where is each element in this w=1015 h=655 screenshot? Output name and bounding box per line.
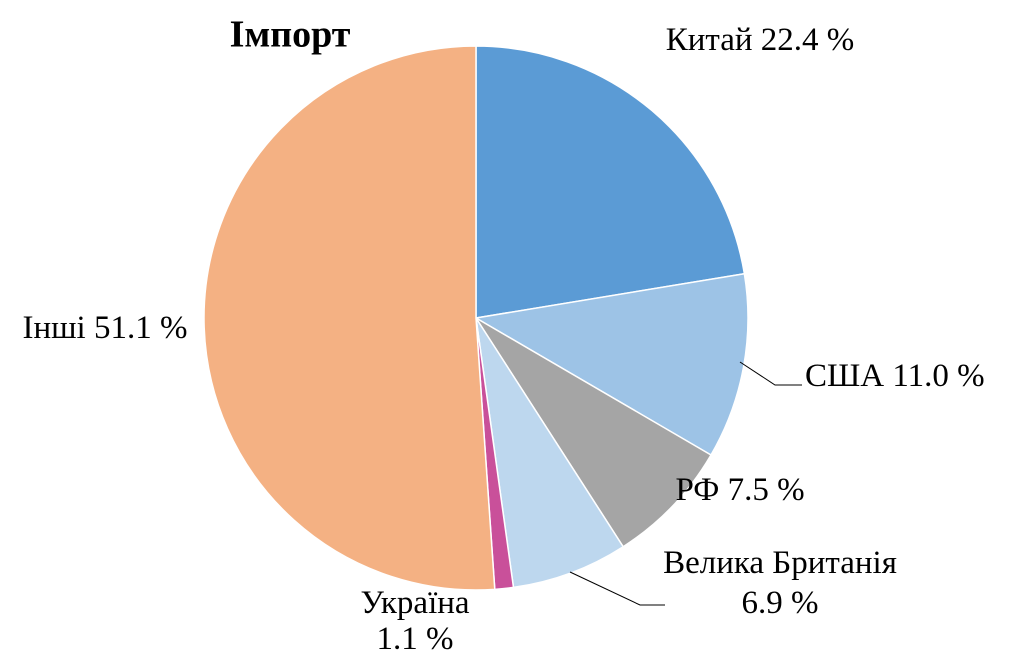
label-value: 11.0 %: [892, 358, 984, 394]
label-category: Китай: [666, 22, 753, 58]
label-category: РФ: [675, 472, 719, 508]
pie-slice: [475, 45, 746, 319]
data-label: США 11.0 %: [805, 358, 985, 394]
data-label: Велика Британія 6.9 %: [663, 545, 897, 621]
data-label: Україна 1.1 %: [360, 585, 469, 655]
chart-title: Імпорт: [230, 14, 351, 56]
label-category: Україна: [360, 585, 469, 621]
label-category: США: [805, 358, 884, 394]
leader-line: [739, 361, 802, 386]
label-value: 51.1 %: [94, 310, 188, 346]
pie-slice: [475, 317, 625, 589]
data-label: РФ 7.5 %: [675, 472, 804, 508]
data-label: Китай 22.4 %: [666, 22, 855, 58]
pie-slice: [475, 317, 713, 548]
label-value: 22.4 %: [761, 22, 855, 58]
label-value: 7.5 %: [728, 472, 805, 508]
data-label: Інші 51.1 %: [23, 310, 188, 346]
pie-slice: [473, 272, 749, 457]
label-category: Інші: [23, 310, 86, 346]
label-value: 1.1 %: [377, 621, 454, 655]
pie: [203, 45, 749, 591]
pie-slice: [203, 45, 496, 591]
label-category: Велика Британія: [663, 545, 897, 581]
leader-line: [569, 571, 665, 606]
label-value: 6.9 %: [742, 585, 819, 621]
